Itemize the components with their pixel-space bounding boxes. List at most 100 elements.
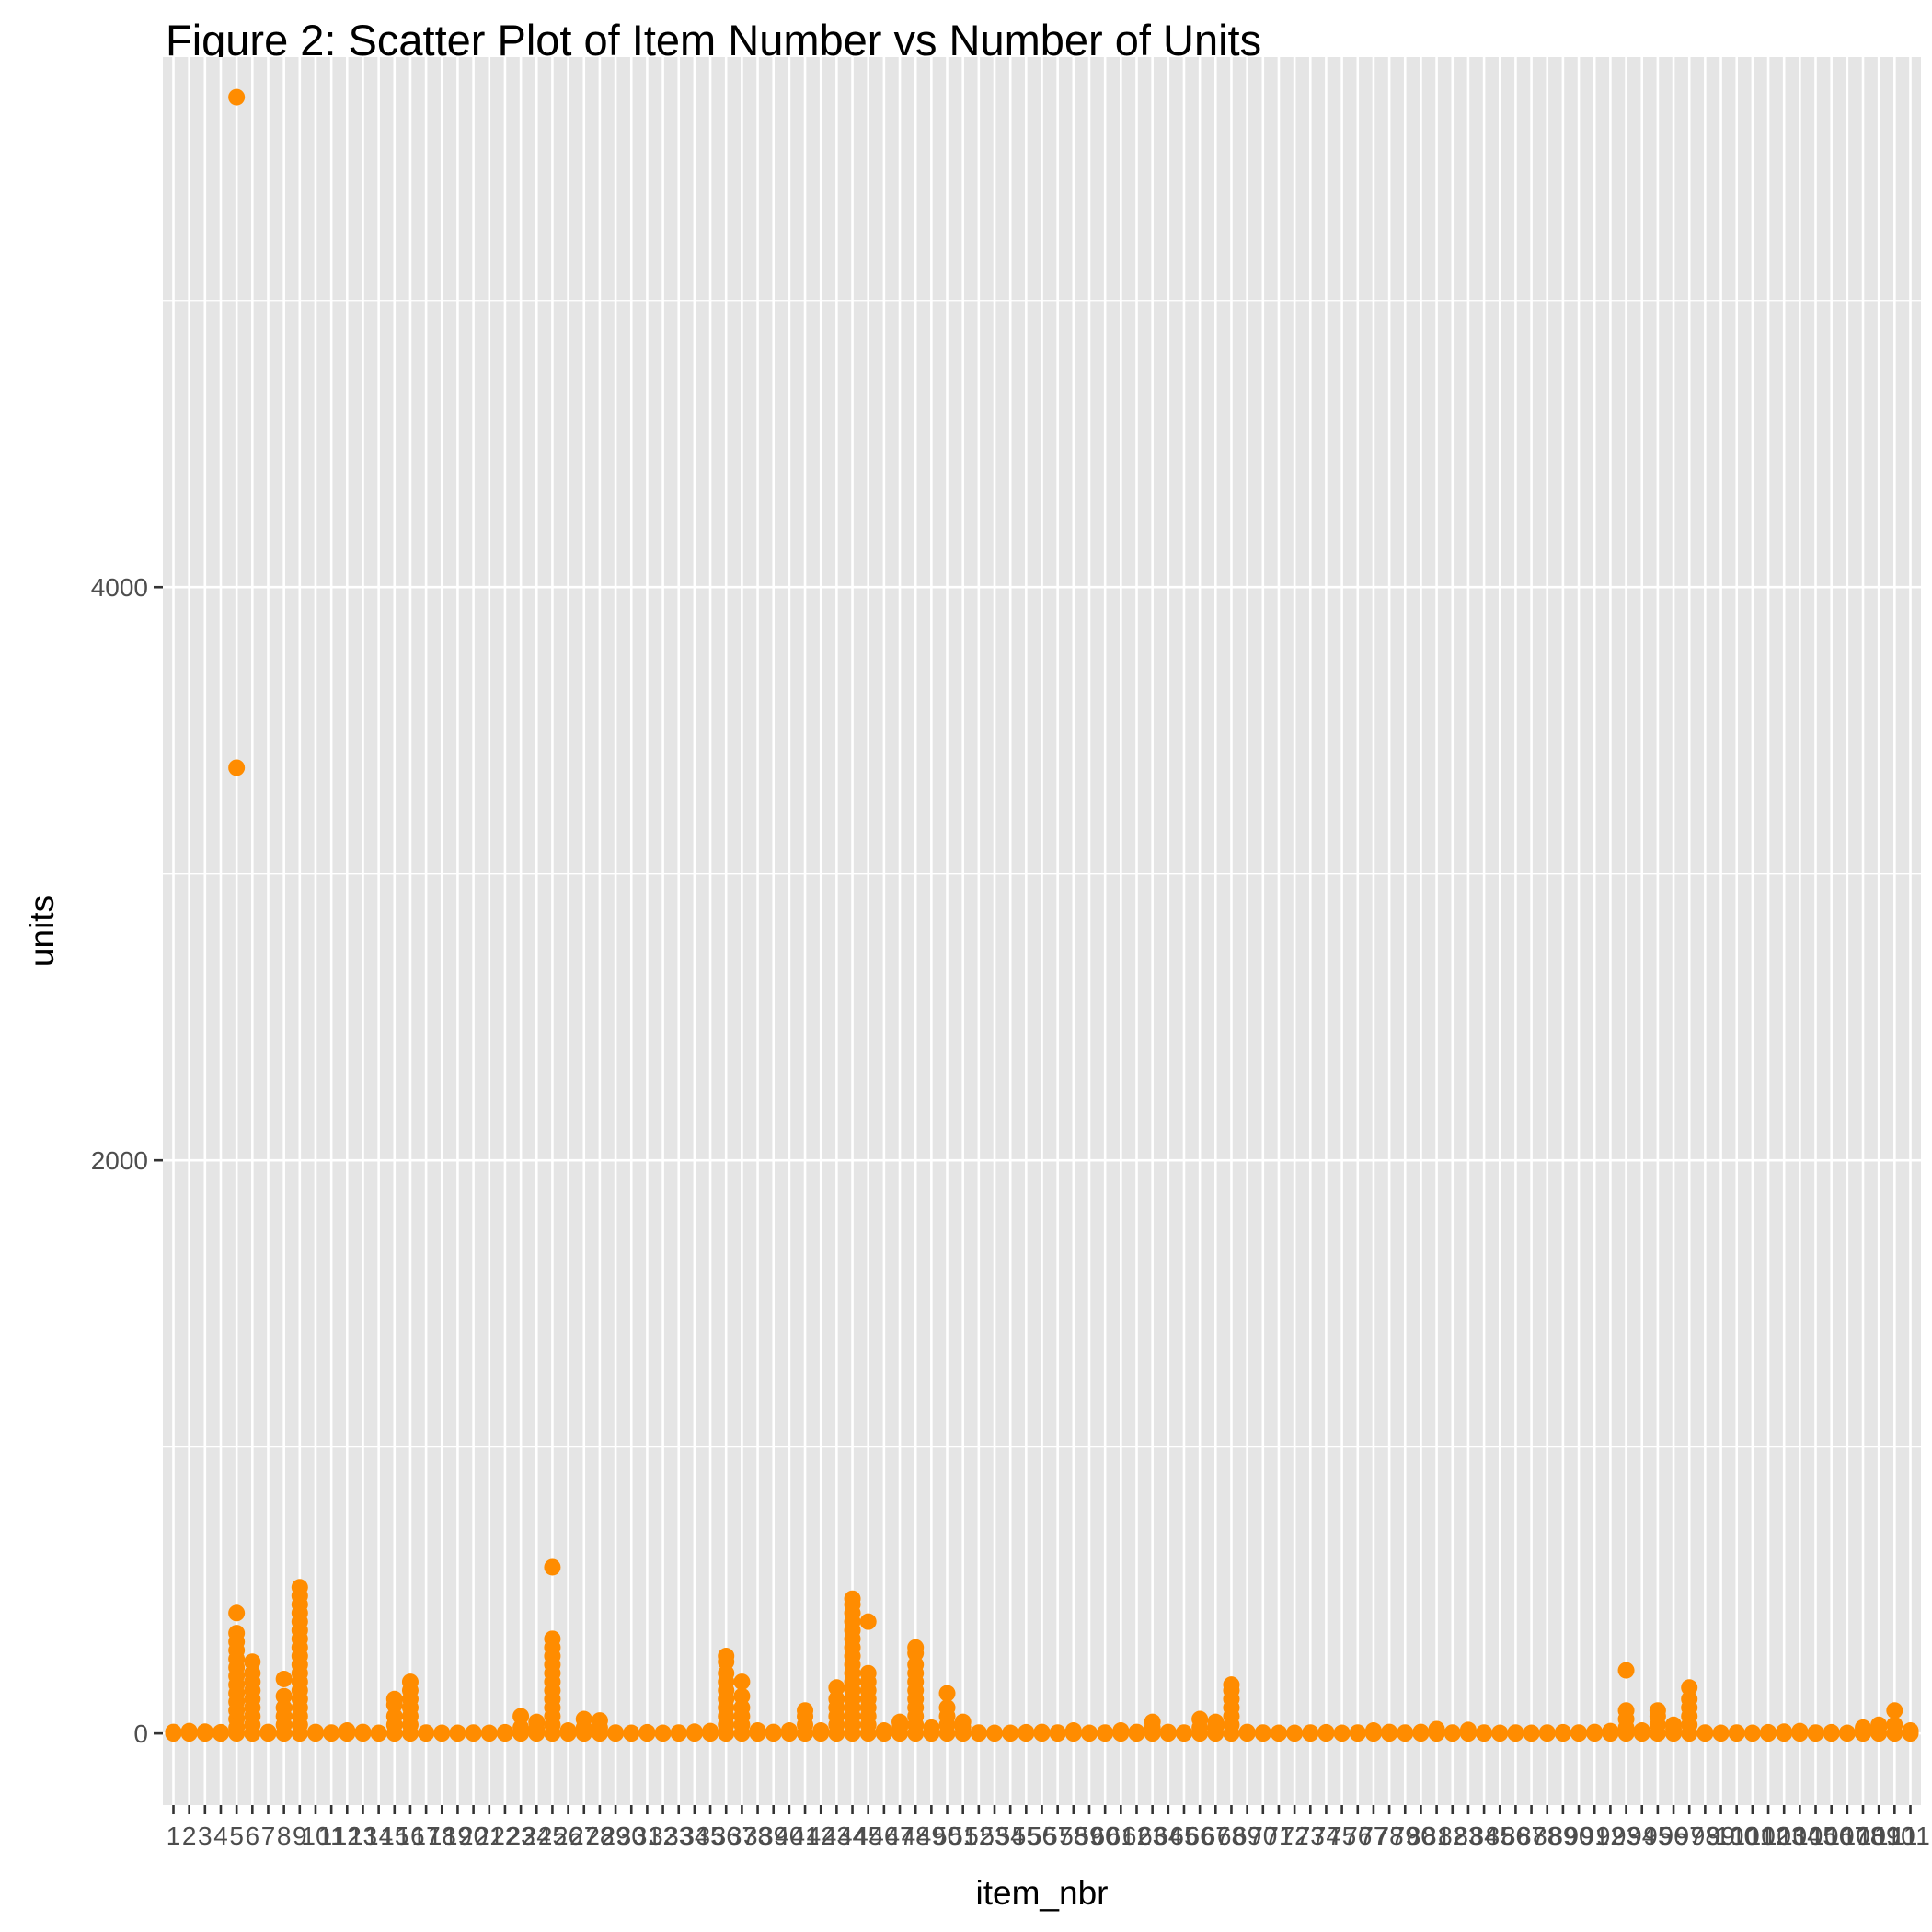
data-point — [1428, 1720, 1445, 1738]
data-point — [1507, 1724, 1524, 1742]
data-point — [385, 1690, 403, 1708]
chart-title: Figure 2: Scatter Plot of Item Number vs… — [166, 16, 1262, 64]
data-point — [1443, 1724, 1461, 1742]
data-point — [1364, 1722, 1382, 1740]
x-tick-label: 85 — [1486, 1822, 1514, 1850]
x-tick-label: 40 — [775, 1822, 803, 1850]
data-point — [275, 1687, 293, 1705]
data-point — [275, 1670, 293, 1687]
data-point — [1080, 1724, 1098, 1742]
data-point — [1870, 1716, 1888, 1733]
data-point — [1855, 1719, 1872, 1736]
x-tick-label: 52 — [964, 1822, 993, 1850]
data-point — [401, 1673, 419, 1691]
x-tick-label: 44 — [838, 1822, 867, 1850]
x-tick-label: 42 — [807, 1822, 835, 1850]
data-point — [1333, 1724, 1351, 1742]
data-point — [354, 1723, 372, 1741]
data-point — [780, 1722, 798, 1740]
data-point — [733, 1699, 751, 1717]
x-tick-label: 35 — [696, 1822, 724, 1850]
data-point — [512, 1708, 530, 1725]
x-tick-label: 51 — [949, 1822, 977, 1850]
data-point — [228, 88, 246, 106]
x-tick-label: 60 — [1091, 1822, 1120, 1850]
data-point — [480, 1724, 498, 1742]
data-point — [1238, 1723, 1256, 1741]
x-tick-label: 99 — [1707, 1822, 1735, 1850]
data-point — [828, 1690, 845, 1708]
data-point — [875, 1722, 892, 1740]
data-point — [1018, 1723, 1035, 1741]
x-tick-label: 80 — [1407, 1822, 1435, 1850]
x-tick-label: 98 — [1691, 1822, 1719, 1850]
x-tick-label: 37 — [728, 1822, 756, 1850]
data-point — [685, 1723, 703, 1741]
x-tick-label: 104 — [1778, 1822, 1822, 1850]
x-tick-label: 29 — [602, 1822, 630, 1850]
x-tick-label: 9 — [293, 1822, 307, 1850]
x-tick-label: 74 — [1312, 1822, 1340, 1850]
x-tick-label: 21 — [475, 1822, 503, 1850]
x-tick-label: 86 — [1501, 1822, 1530, 1850]
data-point — [244, 1653, 261, 1671]
x-tick-label: 55 — [1012, 1822, 1041, 1850]
x-tick-label: 89 — [1548, 1822, 1577, 1850]
x-tick-label: 96 — [1659, 1822, 1687, 1850]
data-point — [1602, 1722, 1619, 1740]
x-tick-label: 105 — [1794, 1822, 1837, 1850]
x-tick-label: 13 — [349, 1822, 377, 1850]
x-tick-label: 23 — [507, 1822, 535, 1850]
data-point — [1223, 1676, 1240, 1694]
x-tick-label: 58 — [1059, 1822, 1087, 1850]
data-point — [165, 1723, 182, 1741]
x-tick-label: 36 — [712, 1822, 741, 1850]
data-point — [1886, 1716, 1903, 1733]
data-point — [385, 1708, 403, 1725]
x-tick-label: 10 — [301, 1822, 329, 1850]
data-point — [891, 1713, 909, 1731]
data-point — [986, 1724, 1004, 1742]
data-point — [1791, 1722, 1809, 1740]
x-tick-label: 68 — [1217, 1822, 1246, 1850]
x-tick-label: 66 — [1186, 1822, 1214, 1850]
data-point — [323, 1724, 340, 1742]
x-tick-label: 70 — [1248, 1822, 1277, 1850]
x-tick-label: 5 — [229, 1822, 244, 1850]
x-tick-label: 14 — [364, 1822, 393, 1850]
x-tick-label: 30 — [617, 1822, 646, 1850]
x-tick-label: 56 — [1028, 1822, 1056, 1850]
data-point — [1538, 1724, 1556, 1742]
x-tick-label: 4 — [213, 1822, 228, 1850]
data-point — [1617, 1702, 1635, 1719]
data-point — [1712, 1724, 1730, 1742]
x-tick-label: 19 — [443, 1822, 472, 1850]
data-point — [1112, 1722, 1130, 1740]
x-tick-label: 59 — [1075, 1822, 1103, 1850]
data-point — [1476, 1724, 1493, 1742]
data-point — [259, 1723, 277, 1741]
data-point — [228, 759, 246, 776]
data-point — [1349, 1724, 1366, 1742]
x-tick-label: 43 — [822, 1822, 851, 1850]
x-tick-label: 38 — [743, 1822, 772, 1850]
data-point — [638, 1723, 656, 1741]
x-tick-label: 2 — [182, 1822, 197, 1850]
data-points — [165, 88, 1919, 1742]
x-tick-label: 11 — [318, 1822, 345, 1850]
data-point — [765, 1723, 782, 1741]
x-tick-label: 24 — [523, 1822, 551, 1850]
x-tick-label: 16 — [396, 1822, 424, 1850]
data-point — [907, 1656, 925, 1673]
data-point — [1381, 1723, 1398, 1741]
data-point — [1491, 1724, 1509, 1742]
data-point — [1049, 1724, 1066, 1742]
data-point — [1681, 1690, 1698, 1708]
data-point — [859, 1664, 877, 1682]
data-point — [1554, 1723, 1571, 1741]
data-point — [623, 1724, 640, 1742]
data-point — [1254, 1724, 1271, 1742]
data-point — [812, 1722, 830, 1740]
x-tick-label: 67 — [1202, 1822, 1230, 1850]
